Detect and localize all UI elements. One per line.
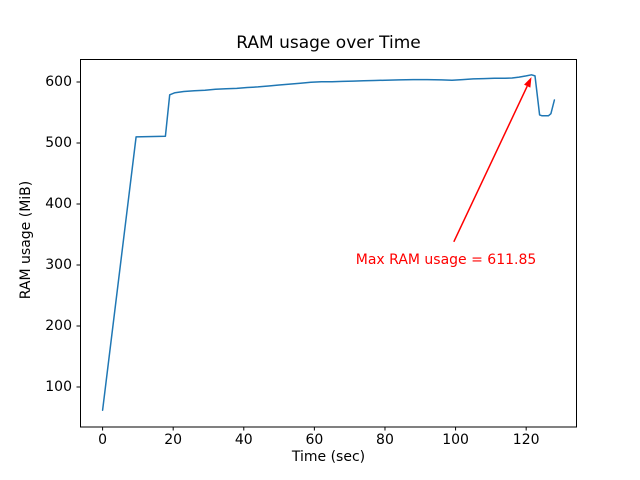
y-tick-label: 200: [45, 317, 72, 334]
data-line-layer: [101, 74, 556, 411]
annotation-arrow-shaft: [453, 85, 528, 243]
x-axis-label: Time (sec): [291, 449, 366, 465]
x-tick-label: 80: [376, 432, 394, 448]
y-tick-label: 400: [45, 195, 72, 212]
x-tick-label: 0: [98, 432, 108, 448]
annotation-arrow-layer: [453, 77, 532, 243]
y-tick-label: 100: [45, 378, 72, 395]
x-tick-label: 20: [164, 432, 183, 448]
max-annotation-label: Max RAM usage = 611.85: [355, 251, 537, 268]
x-tick-label: 120: [512, 432, 540, 448]
y-tick-label: 500: [45, 134, 72, 151]
x-tick-label: 100: [442, 432, 469, 448]
annotation-arrow-head: [524, 77, 532, 88]
ticks-layer: [76, 81, 527, 431]
axes-spines: [80, 59, 577, 428]
y-tick-label: 600: [45, 73, 72, 90]
x-tick-label: 40: [234, 432, 253, 448]
chart-title: RAM usage over Time: [236, 33, 421, 53]
y-axis-label: RAM usage (MiB): [18, 180, 34, 300]
x-tick-label: 60: [305, 432, 324, 448]
ram-usage-line: [101, 74, 556, 411]
y-tick-label: 300: [45, 256, 72, 273]
